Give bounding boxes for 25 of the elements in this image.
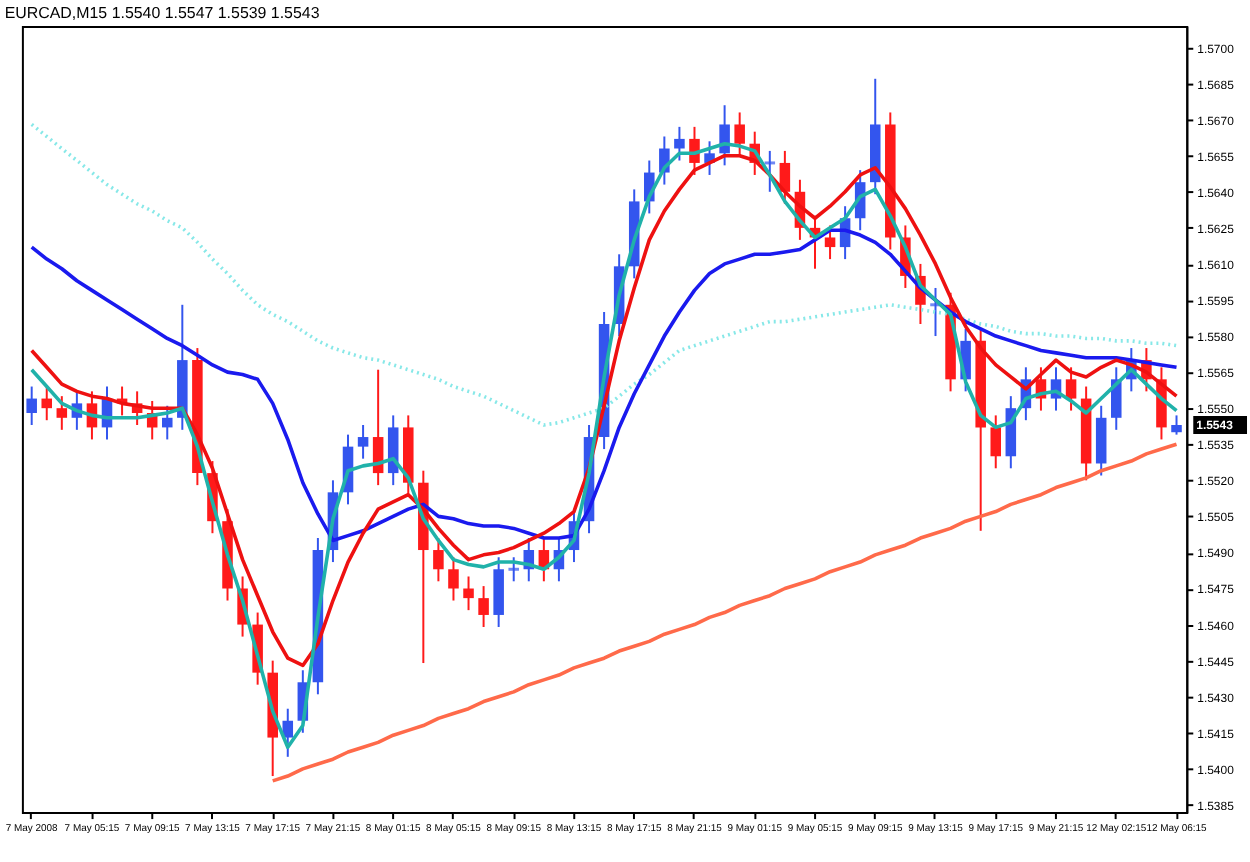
candlestick (734, 111, 745, 157)
candlestick (1110, 366, 1122, 431)
chart-title: EURCAD,M15 1.5540 1.5547 1.5539 1.5543 (4, 3, 321, 22)
candlestick (282, 707, 294, 758)
candlestick (448, 556, 459, 602)
candlestick (824, 224, 836, 261)
candlestick (764, 149, 776, 193)
candlestick (1065, 366, 1077, 412)
candlestick (463, 575, 474, 612)
candlestick (1095, 404, 1107, 477)
candlestick (990, 414, 1002, 470)
candlestick (357, 424, 369, 460)
candlestick (1171, 414, 1182, 436)
candlestick (433, 537, 444, 583)
candlestick (508, 556, 519, 583)
candlestick (41, 385, 53, 422)
line-series (29, 122, 1179, 427)
candlestick (493, 556, 504, 628)
line-series (270, 442, 1179, 783)
candlestick (719, 104, 730, 167)
candlestick (26, 385, 37, 427)
candlestick (56, 395, 68, 431)
candlestick (478, 585, 489, 628)
candlestick (161, 404, 173, 441)
candlestick (674, 125, 685, 162)
